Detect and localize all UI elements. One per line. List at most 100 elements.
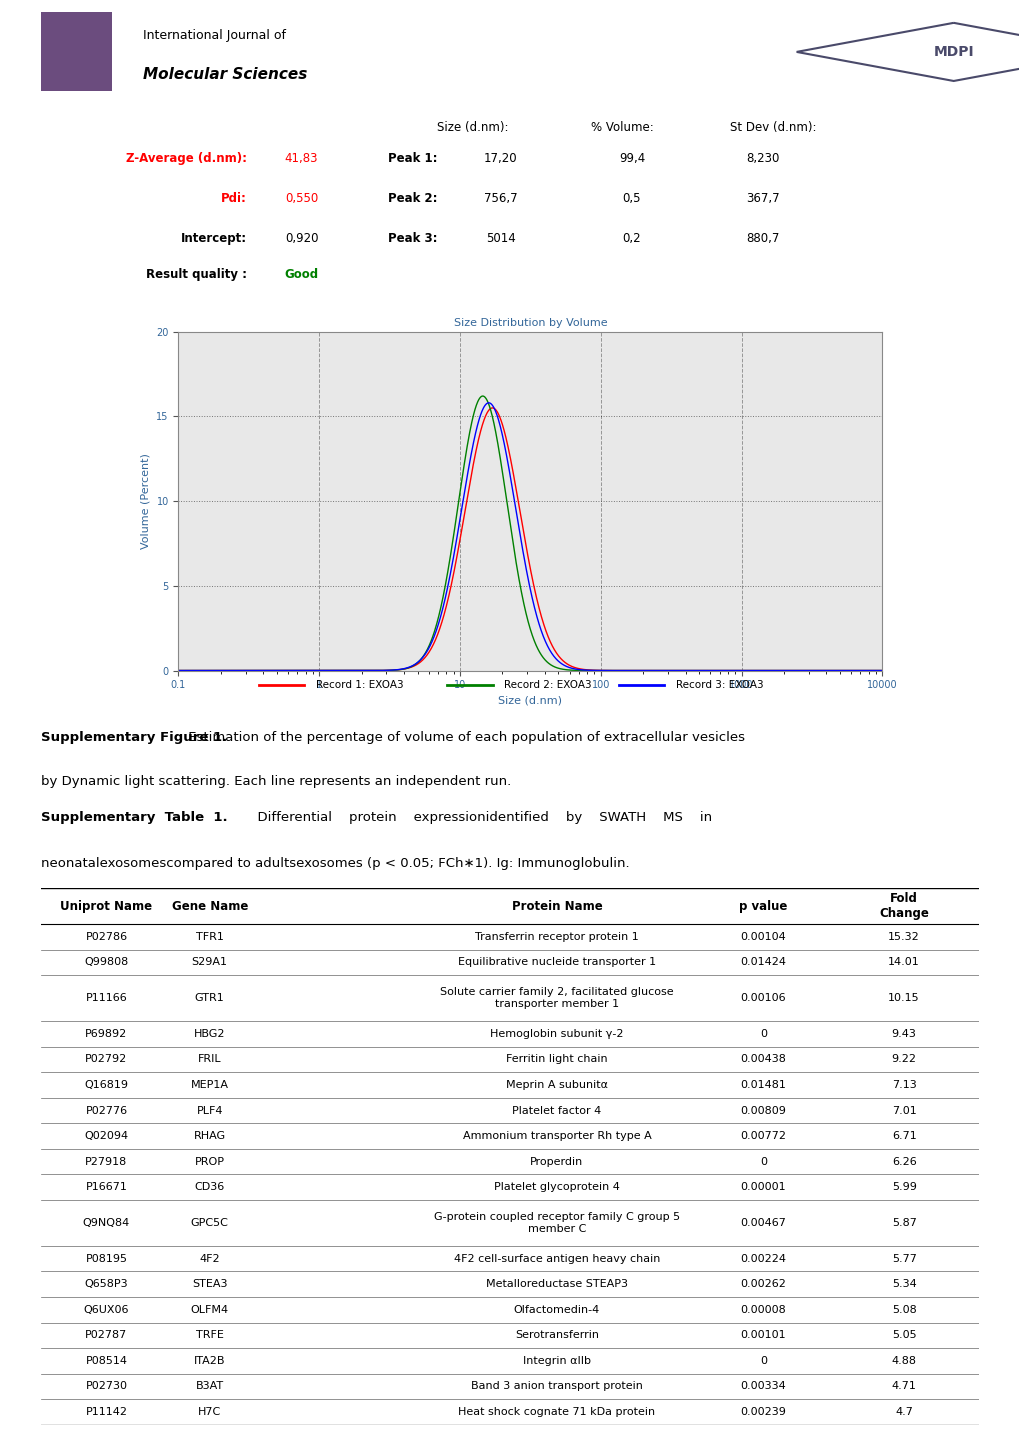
Record 2: EXOA3: (0.1, 3.94e-33): EXOA3: (0.1, 3.94e-33) [172, 662, 184, 679]
Record 1: EXOA3: (0.18, 1.02e-21): EXOA3: (0.18, 1.02e-21) [208, 662, 220, 679]
Text: 0.01481: 0.01481 [740, 1080, 786, 1090]
Text: GPC5C: GPC5C [191, 1218, 228, 1229]
Text: 7.13: 7.13 [891, 1080, 916, 1090]
Record 2: EXOA3: (20, 11.7): EXOA3: (20, 11.7) [496, 463, 508, 480]
Record 1: EXOA3: (0.1, 8.05e-28): EXOA3: (0.1, 8.05e-28) [172, 662, 184, 679]
Text: 0,550: 0,550 [284, 192, 318, 205]
Text: 0.00239: 0.00239 [740, 1407, 786, 1417]
Text: MEP1A: MEP1A [191, 1080, 228, 1090]
Record 3: EXOA3: (870, 1.95e-17): EXOA3: (870, 1.95e-17) [727, 662, 739, 679]
Text: 0.01424: 0.01424 [740, 957, 786, 968]
Text: 0: 0 [759, 1355, 766, 1366]
Text: Transferrin receptor protein 1: Transferrin receptor protein 1 [475, 932, 638, 942]
Text: P11142: P11142 [86, 1407, 127, 1417]
Text: 0,920: 0,920 [284, 232, 318, 245]
Text: 4.71: 4.71 [891, 1381, 916, 1392]
Text: H7C: H7C [198, 1407, 221, 1417]
Text: Q16819: Q16819 [85, 1080, 128, 1090]
Text: 15.32: 15.32 [888, 932, 919, 942]
Text: Peak 1:: Peak 1: [387, 151, 437, 166]
Text: 0.00438: 0.00438 [740, 1054, 786, 1064]
Line: Record 3: EXOA3: Record 3: EXOA3 [178, 402, 881, 671]
Text: 880,7: 880,7 [746, 232, 780, 245]
Record 1: EXOA3: (870, 3.84e-16): EXOA3: (870, 3.84e-16) [727, 662, 739, 679]
Text: P69892: P69892 [86, 1030, 127, 1038]
Text: 756,7: 756,7 [483, 192, 517, 205]
Text: Serotransferrin: Serotransferrin [515, 1331, 598, 1340]
Record 2: EXOA3: (870, 2.88e-22): EXOA3: (870, 2.88e-22) [727, 662, 739, 679]
Text: 41,83: 41,83 [284, 151, 318, 166]
Text: S29A1: S29A1 [192, 957, 227, 968]
Text: MDPI: MDPI [932, 45, 973, 59]
Text: neonatalexosomescompared to adultsexosomes (p < 0.05; FCh∗1). Ig: Immunoglobulin: neonatalexosomescompared to adultsexosom… [41, 857, 629, 870]
Text: B3AT: B3AT [196, 1381, 223, 1392]
Text: Properdin: Properdin [530, 1156, 583, 1167]
Text: 7.01: 7.01 [891, 1106, 916, 1116]
Text: P02786: P02786 [86, 932, 127, 942]
Text: Ammonium transporter Rh type A: Ammonium transporter Rh type A [462, 1131, 651, 1141]
Text: 0.00772: 0.00772 [740, 1131, 786, 1141]
Text: Record 1: EXOA3: Record 1: EXOA3 [316, 681, 404, 689]
Text: Uniprot Name: Uniprot Name [60, 900, 153, 913]
Text: Record 2: EXOA3: Record 2: EXOA3 [503, 681, 591, 689]
Text: 17,20: 17,20 [483, 151, 517, 166]
Text: Pdi:: Pdi: [221, 192, 247, 205]
Text: Band 3 anion transport protein: Band 3 anion transport protein [471, 1381, 642, 1392]
Text: Olfactomedin-4: Olfactomedin-4 [514, 1305, 599, 1315]
Record 3: EXOA3: (1e+04, 5.17e-46): EXOA3: (1e+04, 5.17e-46) [875, 662, 888, 679]
Text: PROP: PROP [195, 1156, 224, 1167]
Text: Peak 2:: Peak 2: [387, 192, 437, 205]
Record 3: EXOA3: (16, 15.8): EXOA3: (16, 15.8) [482, 394, 494, 411]
Text: 4F2 cell-surface antigen heavy chain: 4F2 cell-surface antigen heavy chain [453, 1253, 659, 1263]
Text: 0.00106: 0.00106 [740, 994, 786, 1004]
Text: P02787: P02787 [86, 1331, 127, 1340]
Text: 0.00467: 0.00467 [740, 1218, 786, 1229]
Text: Supplementary  Table  1.: Supplementary Table 1. [41, 812, 227, 825]
Text: Good: Good [284, 268, 319, 281]
Text: by Dynamic light scattering. Each line represents an independent run.: by Dynamic light scattering. Each line r… [41, 776, 511, 789]
Text: G-protein coupled receptor family C group 5
member C: G-protein coupled receptor family C grou… [433, 1213, 680, 1234]
Text: P02730: P02730 [86, 1381, 127, 1392]
Text: RHAG: RHAG [194, 1131, 225, 1141]
Text: 8,230: 8,230 [746, 151, 780, 166]
Text: 0.00809: 0.00809 [740, 1106, 786, 1116]
FancyBboxPatch shape [41, 13, 112, 91]
Text: p value: p value [739, 900, 787, 913]
Text: Metalloreductase STEAP3: Metalloreductase STEAP3 [485, 1279, 628, 1289]
Text: 0.00104: 0.00104 [740, 932, 786, 942]
Text: Estimation of the percentage of volume of each population of extracellular vesic: Estimation of the percentage of volume o… [184, 731, 745, 744]
Text: 0.00101: 0.00101 [740, 1331, 786, 1340]
Text: 99,4: 99,4 [619, 151, 644, 166]
Text: 9.22: 9.22 [891, 1054, 916, 1064]
Text: Molecular Sciences: Molecular Sciences [143, 68, 307, 82]
Text: St Dev (d.nm):: St Dev (d.nm): [729, 121, 815, 134]
Text: ITA2B: ITA2B [194, 1355, 225, 1366]
Record 2: EXOA3: (7.16e+03, 1.01e-51): EXOA3: (7.16e+03, 1.01e-51) [855, 662, 867, 679]
Text: 5.05: 5.05 [891, 1331, 915, 1340]
Text: 5.08: 5.08 [891, 1305, 916, 1315]
Text: Heat shock cognate 71 kDa protein: Heat shock cognate 71 kDa protein [458, 1407, 655, 1417]
Text: 0: 0 [759, 1156, 766, 1167]
Text: 4.88: 4.88 [891, 1355, 916, 1366]
Text: 0,5: 0,5 [623, 192, 641, 205]
Text: 0: 0 [759, 1030, 766, 1038]
Text: Hemoglobin subunit γ-2: Hemoglobin subunit γ-2 [490, 1030, 623, 1038]
Text: GTR1: GTR1 [195, 994, 224, 1004]
Text: Equilibrative nucleide transporter 1: Equilibrative nucleide transporter 1 [458, 957, 655, 968]
Text: HBG2: HBG2 [194, 1030, 225, 1038]
Text: P08195: P08195 [86, 1253, 127, 1263]
Record 2: EXOA3: (0.18, 1.15e-25): EXOA3: (0.18, 1.15e-25) [208, 662, 220, 679]
Text: Differential    protein    expressionidentified    by    SWATH    MS    in: Differential protein expressionidentifie… [249, 812, 711, 825]
Record 1: EXOA3: (17, 15.5): EXOA3: (17, 15.5) [486, 399, 498, 417]
Record 1: EXOA3: (20, 14.5): EXOA3: (20, 14.5) [496, 415, 508, 433]
Text: Q02094: Q02094 [85, 1131, 128, 1141]
Text: 14.01: 14.01 [888, 957, 919, 968]
Text: Platelet factor 4: Platelet factor 4 [512, 1106, 601, 1116]
Text: P27918: P27918 [86, 1156, 127, 1167]
Text: TFR1: TFR1 [196, 932, 223, 942]
X-axis label: Size (d.nm): Size (d.nm) [498, 696, 561, 705]
Record 3: EXOA3: (0.18, 4.07e-22): EXOA3: (0.18, 4.07e-22) [208, 662, 220, 679]
Text: P02792: P02792 [86, 1054, 127, 1064]
Text: Z-Average (d.nm):: Z-Average (d.nm): [126, 151, 247, 166]
Text: % Volume:: % Volume: [591, 121, 653, 134]
